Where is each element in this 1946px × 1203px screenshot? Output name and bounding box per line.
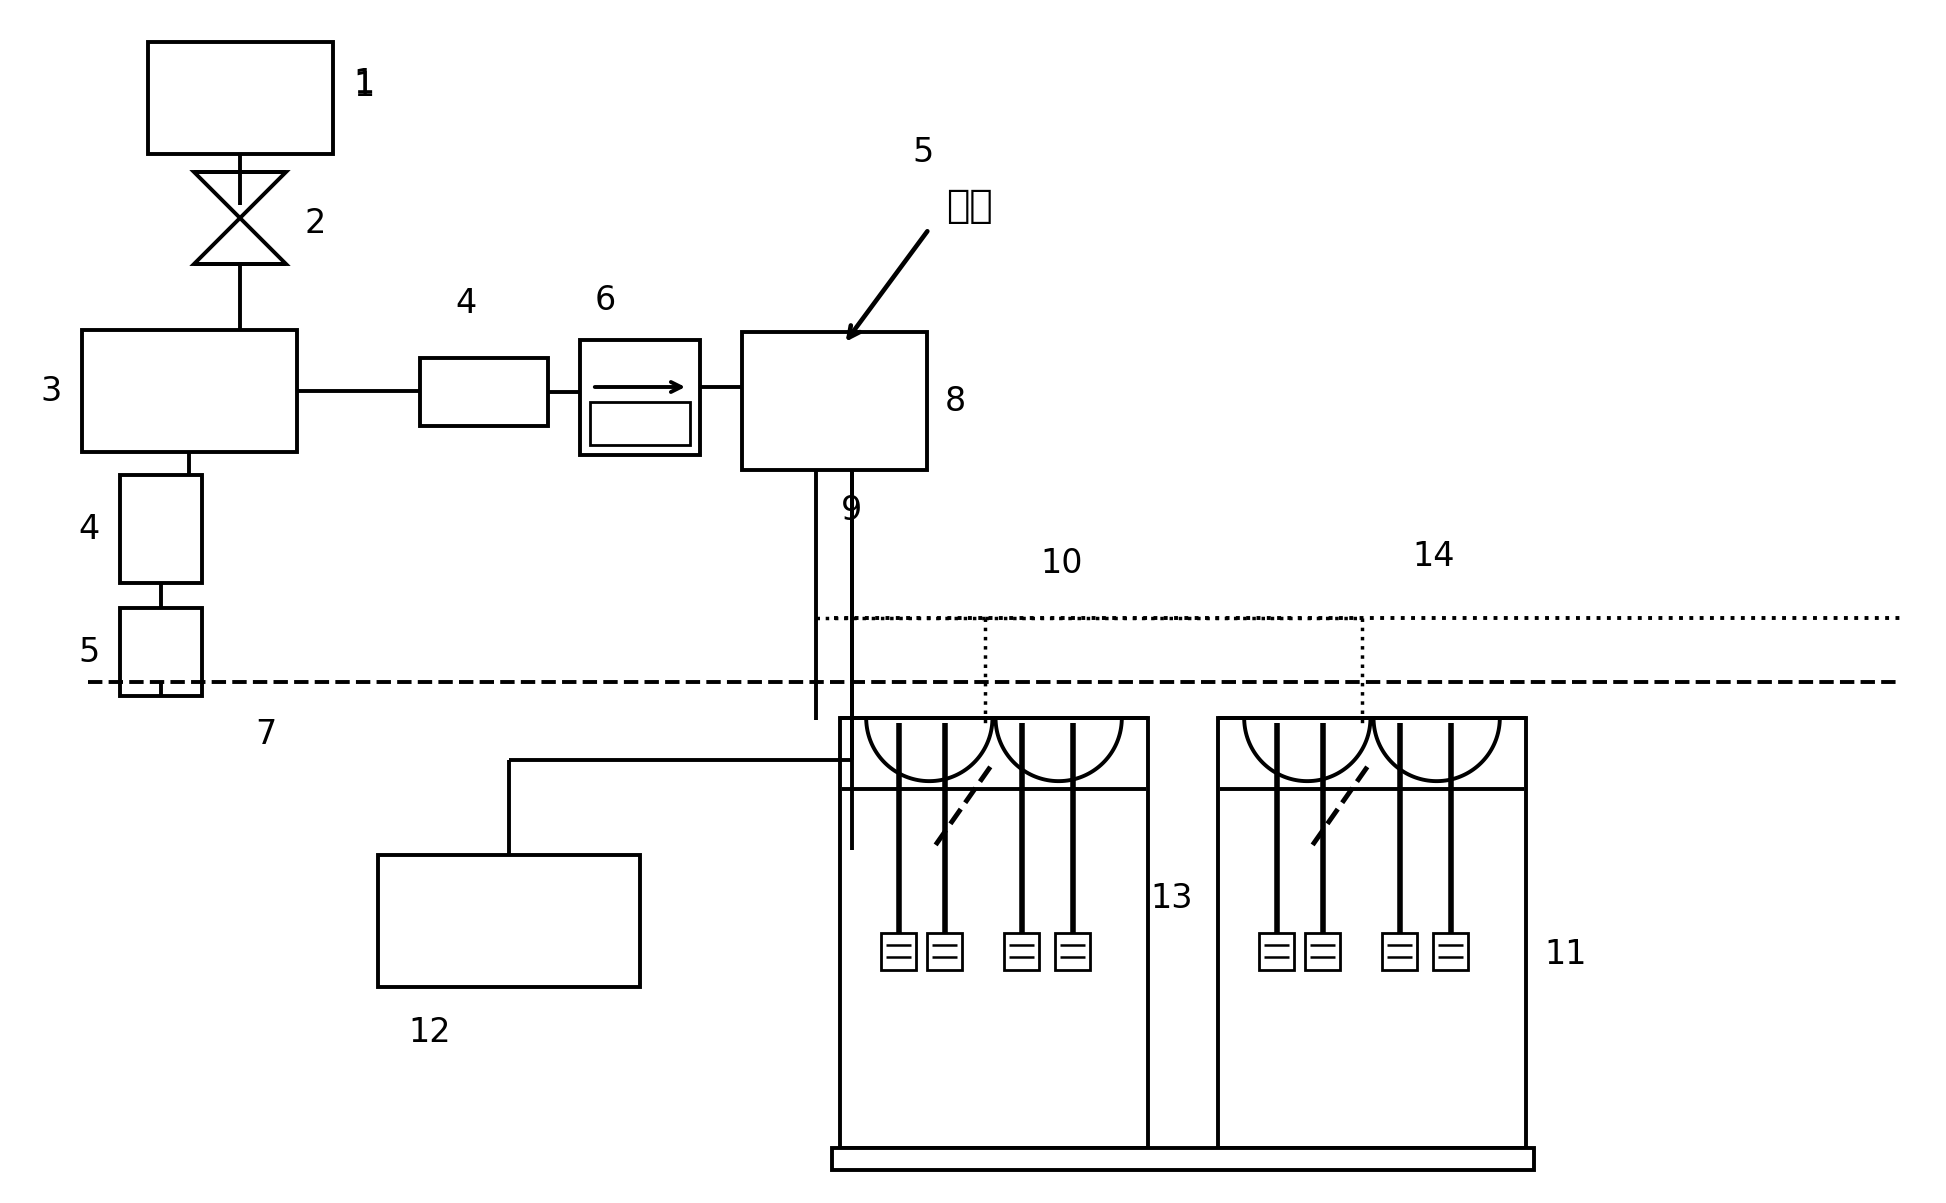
Bar bbox=[833, 1148, 1533, 1171]
Bar bbox=[741, 332, 926, 470]
Text: 8: 8 bbox=[946, 385, 965, 417]
Text: 1: 1 bbox=[352, 66, 374, 100]
Bar bbox=[121, 608, 202, 697]
Polygon shape bbox=[975, 742, 1012, 783]
Polygon shape bbox=[1351, 742, 1389, 783]
Bar bbox=[378, 855, 640, 986]
Bar bbox=[82, 330, 298, 452]
Text: 4: 4 bbox=[455, 286, 477, 320]
Text: 5: 5 bbox=[78, 635, 99, 669]
Text: 4: 4 bbox=[78, 512, 99, 545]
Bar bbox=[1055, 934, 1090, 970]
Bar bbox=[121, 475, 202, 583]
Text: 9: 9 bbox=[841, 493, 862, 527]
Text: 7: 7 bbox=[255, 717, 276, 751]
Bar bbox=[1306, 934, 1341, 970]
Bar bbox=[841, 718, 1148, 1148]
Bar bbox=[1259, 934, 1294, 970]
Text: 5: 5 bbox=[913, 136, 934, 168]
Bar bbox=[590, 402, 691, 445]
Bar bbox=[926, 934, 963, 970]
Text: 11: 11 bbox=[1543, 938, 1586, 971]
Text: 2: 2 bbox=[304, 207, 325, 239]
Text: 12: 12 bbox=[409, 1015, 451, 1049]
Bar bbox=[1004, 934, 1039, 970]
Bar bbox=[1382, 934, 1417, 970]
Bar bbox=[148, 42, 333, 154]
Text: 3: 3 bbox=[41, 374, 62, 408]
Text: 6: 6 bbox=[595, 284, 617, 316]
Bar bbox=[882, 934, 917, 970]
Text: 1: 1 bbox=[352, 70, 374, 102]
Bar bbox=[420, 358, 549, 426]
Text: 空气: 空气 bbox=[946, 186, 992, 225]
Text: 10: 10 bbox=[1039, 546, 1082, 580]
Bar bbox=[1432, 934, 1467, 970]
Text: 14: 14 bbox=[1413, 539, 1454, 573]
Text: 13: 13 bbox=[1150, 882, 1193, 915]
Bar bbox=[580, 340, 701, 455]
Bar bbox=[1218, 718, 1526, 1148]
